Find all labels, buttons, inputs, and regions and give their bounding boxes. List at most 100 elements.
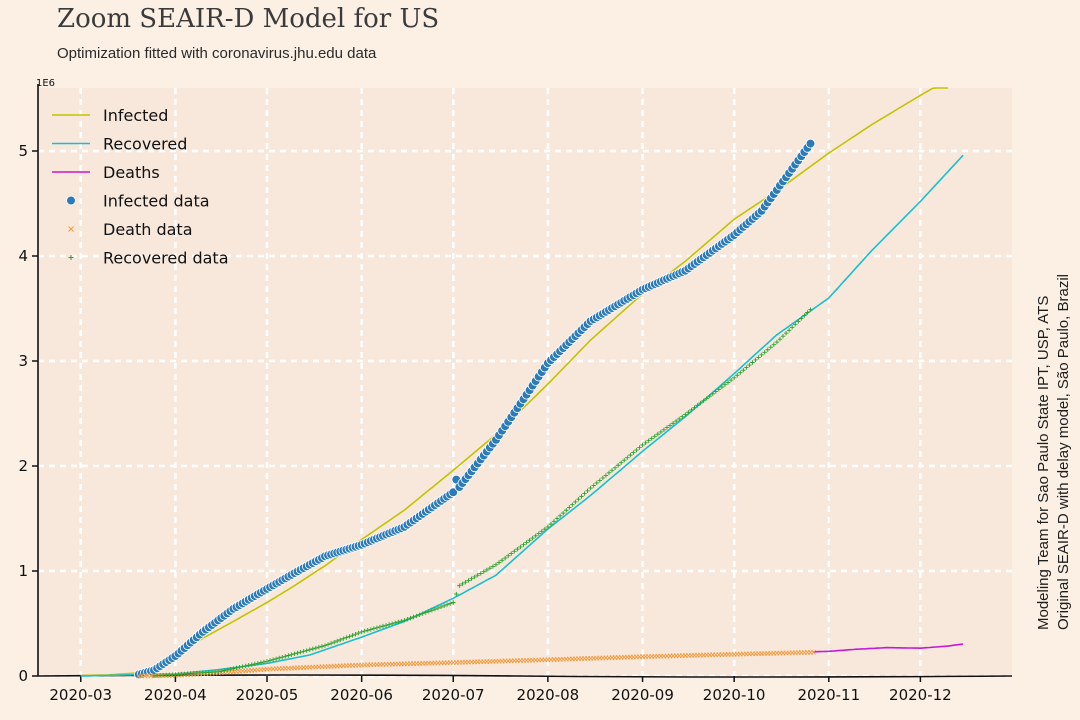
marker-recovered-data [673, 418, 679, 424]
x-tick-label: 2020-11 [797, 686, 860, 704]
marker-recovered-data [759, 352, 764, 358]
marker-recovered-data [664, 425, 670, 430]
marker-recovered-data [444, 602, 450, 607]
marker-recovered-data [573, 499, 578, 505]
marker-recovered-data [793, 322, 798, 327]
marker-recovered-data [252, 661, 257, 667]
marker-recovered-data [402, 618, 407, 623]
legend-swatch-recovered-data [68, 255, 74, 260]
marker-recovered-data [466, 578, 471, 583]
marker-recovered-data [683, 412, 688, 417]
y-tick-label: 4 [18, 247, 28, 265]
chart-subtitle: Optimization fitted with coronavirus.jhu… [57, 45, 377, 62]
marker-recovered-data [350, 633, 355, 638]
marker-recovered-data [692, 405, 697, 410]
marker-death-data [811, 649, 817, 655]
marker-recovered-data [576, 496, 581, 502]
marker-recovered-data [594, 480, 599, 486]
marker-recovered-data [597, 478, 603, 483]
marker-recovered-data [680, 414, 685, 419]
marker-recovered-data [371, 626, 377, 631]
marker-recovered-data [255, 661, 261, 666]
marker-recovered-data [622, 457, 627, 463]
legend: Infected Recovered Deaths Infected data Deat… [52, 106, 229, 268]
marker-recovered-data [438, 604, 444, 610]
marker-recovered-data [777, 336, 783, 342]
marker-recovered-data [393, 620, 398, 626]
marker-recovered-data [328, 641, 334, 646]
marker-recovered-data [725, 380, 731, 385]
legend-swatch-death-data [68, 226, 74, 232]
legend-label-infected-data: Infected data [103, 192, 210, 211]
marker-recovered-data [365, 628, 370, 633]
marker-recovered-data [799, 316, 804, 321]
marker-recovered-data [618, 460, 624, 465]
marker-recovered-data [289, 652, 294, 657]
chart-title: Zoom SEAIR-D Model for US [57, 4, 440, 34]
marker-recovered-data [600, 475, 606, 481]
marker-recovered-data [774, 339, 780, 345]
marker-recovered-data [414, 613, 419, 619]
marker-recovered-data [789, 325, 795, 330]
marker-recovered-data [499, 558, 505, 563]
marker-recovered-data [631, 450, 636, 455]
marker-recovered-data [246, 663, 251, 668]
marker-recovered-data [640, 442, 645, 448]
x-tick-label: 2020-04 [144, 686, 207, 704]
marker-recovered-data [451, 600, 456, 605]
marker-recovered-data [411, 614, 416, 620]
marker-recovered-data [377, 624, 383, 630]
marker-recovered-data [249, 662, 254, 667]
marker-recovered-data [298, 649, 303, 655]
marker-recovered-data [585, 488, 590, 494]
marker-recovered-data [564, 508, 569, 513]
marker-recovered-data [676, 416, 682, 422]
marker-recovered-data [658, 429, 664, 435]
marker-recovered-data [374, 625, 380, 630]
marker-recovered-data [353, 631, 358, 637]
marker-recovered-data [518, 544, 523, 550]
marker-recovered-data [637, 445, 642, 450]
marker-recovered-data [225, 667, 230, 673]
marker-recovered-data [359, 629, 364, 635]
series-layer [80, 87, 964, 680]
marker-recovered-data [222, 668, 227, 673]
marker-recovered-data [490, 564, 496, 569]
marker-recovered-data [805, 310, 810, 315]
marker-recovered-data [738, 370, 743, 375]
marker-recovered-data [335, 638, 340, 644]
y-tick-label: 3 [18, 352, 28, 370]
marker-recovered-data [234, 665, 239, 671]
marker-recovered-data [243, 663, 248, 669]
marker-recovered-data [796, 319, 801, 324]
marker-recovered-data [689, 407, 694, 413]
marker-recovered-data [808, 307, 813, 312]
marker-recovered-data [356, 630, 361, 636]
marker-recovered-data [615, 463, 621, 468]
marker-recovered-data [771, 342, 777, 347]
marker-recovered-data [313, 645, 319, 651]
marker-recovered-data [707, 393, 712, 399]
marker-recovered-data [228, 666, 233, 672]
marker-recovered-data [753, 357, 758, 363]
marker-recovered-data [731, 375, 737, 380]
legend-label-infected: Infected [103, 106, 168, 125]
marker-recovered-data [460, 581, 465, 587]
marker-recovered-data [603, 473, 609, 478]
plot-area [38, 88, 1012, 676]
marker-recovered-data [380, 623, 386, 629]
marker-recovered-data [420, 611, 425, 616]
marker-recovered-data [399, 618, 404, 624]
marker-recovered-data [551, 519, 557, 524]
marker-recovered-data [713, 389, 719, 394]
marker-recovered-data [652, 434, 657, 439]
marker-recovered-data [277, 655, 282, 661]
marker-recovered-data [270, 657, 276, 662]
marker-recovered-data [331, 639, 337, 645]
marker-recovered-data [545, 524, 551, 530]
marker-recovered-data [325, 642, 331, 647]
marker-recovered-data [527, 538, 532, 543]
marker-recovered-data [316, 645, 322, 650]
grid [38, 88, 1012, 678]
marker-recovered-data [649, 436, 654, 441]
